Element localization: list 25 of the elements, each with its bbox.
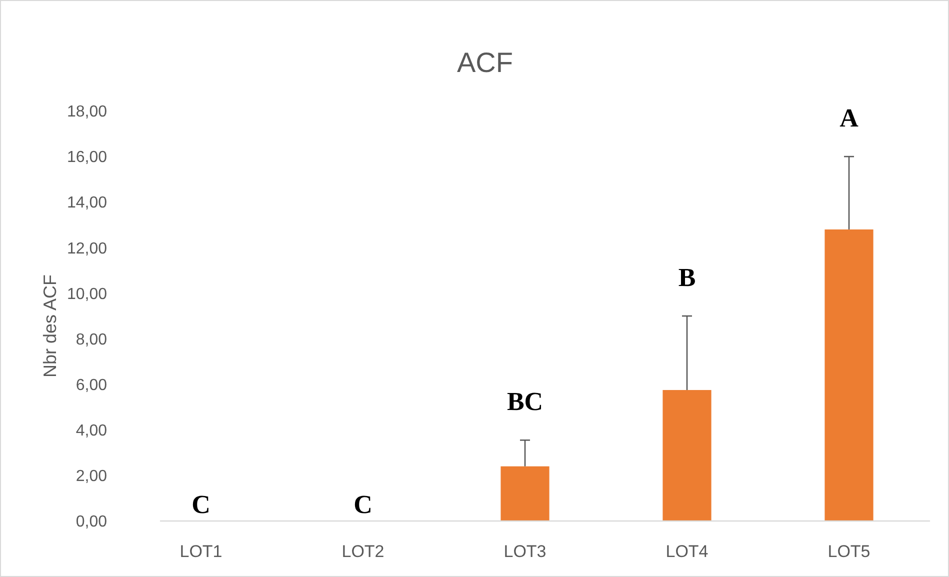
y-tick-label: 2,00 xyxy=(76,468,108,486)
annotation: C xyxy=(354,490,372,519)
y-tick-label: 0,00 xyxy=(76,514,108,531)
bar xyxy=(824,229,874,521)
y-tick-label: 16,00 xyxy=(66,149,108,166)
bar xyxy=(662,390,712,521)
bar xyxy=(500,466,550,521)
y-tick-label: 10,00 xyxy=(66,286,108,303)
x-tick-label: LOT3 xyxy=(504,542,546,561)
annotation: BC xyxy=(506,387,544,416)
annotation: A xyxy=(840,104,859,133)
y-tick-label: 4,00 xyxy=(76,422,108,440)
annotation: C xyxy=(192,490,210,519)
x-tick-label: LOT2 xyxy=(342,542,384,561)
x-tick-label: LOT1 xyxy=(180,542,222,561)
y-tick-label: 18,00 xyxy=(66,104,108,121)
x-tick-label: LOT5 xyxy=(828,542,870,561)
y-tick-label: 6,00 xyxy=(76,376,108,394)
chart-title: ACF xyxy=(457,47,513,78)
annotation: B xyxy=(678,263,696,292)
y-tick-label: 12,00 xyxy=(66,240,108,258)
y-tick-label: 14,00 xyxy=(66,194,108,212)
y-axis-title: Nbr des ACF xyxy=(40,274,60,378)
y-tick-label: 8,00 xyxy=(76,331,108,348)
x-tick-label: LOT4 xyxy=(666,542,708,561)
